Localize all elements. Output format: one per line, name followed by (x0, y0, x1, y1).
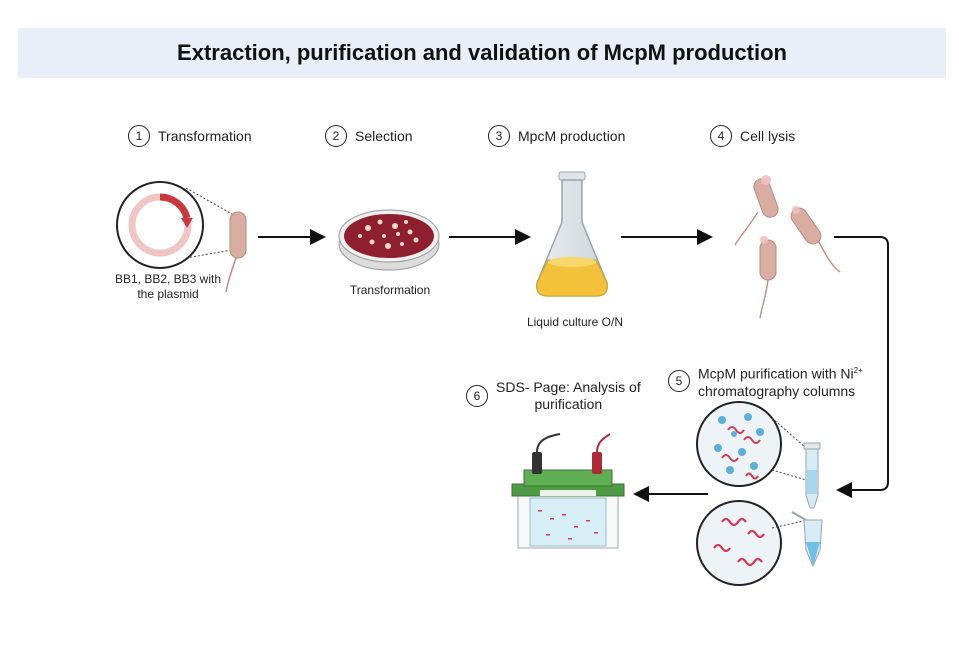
step-5-label: 5 McpM purification with Ni2+ chromatogr… (668, 362, 863, 400)
step-6-text-line1: SDS- Page: Analysis of (496, 379, 641, 395)
step-1-number: 1 (128, 125, 150, 147)
step-6-label: 6 SDS- Page: Analysis of purification (466, 379, 641, 413)
step-5-text-line2: chromatography columns (698, 382, 856, 399)
step-6-text-line2: purification (534, 396, 603, 412)
lysed-cells-icon (734, 175, 841, 319)
plate-caption: Transformation (349, 283, 431, 297)
step-5-superscript: 2+ (853, 366, 863, 375)
plasmid-caption: BB1, BB2, BB3 with the plasmid (98, 272, 238, 302)
petri-dish-icon (338, 209, 440, 271)
protein-zoom-icon (696, 500, 782, 586)
bacterium-icon (225, 211, 247, 293)
step-4-label: 4 Cell lysis (710, 125, 795, 147)
zoom-line-bottom (771, 469, 807, 481)
arrow-4-to-5 (834, 236, 889, 498)
step-4-number: 4 (710, 125, 732, 147)
sds-page-apparatus-icon (511, 433, 625, 549)
flask-caption: Liquid culture O/N (526, 315, 624, 329)
step-3-text: MpcM production (518, 128, 626, 144)
step-5-text-line1: McpM purification with Ni (698, 365, 854, 382)
erlenmeyer-flask-icon (535, 171, 609, 297)
step-6-number: 6 (466, 385, 488, 407)
step-2-text: Selection (355, 128, 413, 144)
page-title: Extraction, purification and validation … (177, 40, 787, 65)
step-1-text: Transformation (158, 128, 252, 144)
plasmid-zoom-icon (116, 181, 233, 269)
collection-tube-icon (791, 511, 823, 568)
step-5-number: 5 (668, 369, 690, 392)
ni-beads-zoom-icon (696, 401, 782, 487)
step-1-label: 1 Transformation (128, 125, 252, 147)
step-3-number: 3 (488, 125, 510, 147)
chromatography-column-icon (803, 442, 821, 509)
title-banner: Extraction, purification and validation … (18, 28, 946, 78)
step-2-number: 2 (325, 125, 347, 147)
plasmid-caption-line2: the plasmid (137, 287, 199, 301)
step-3-label: 3 MpcM production (488, 125, 625, 147)
zoom-line-top (771, 417, 807, 449)
step-2-label: 2 Selection (325, 125, 413, 147)
plasmid-caption-line1: BB1, BB2, BB3 with (114, 272, 222, 286)
step-4-text: Cell lysis (740, 128, 796, 144)
